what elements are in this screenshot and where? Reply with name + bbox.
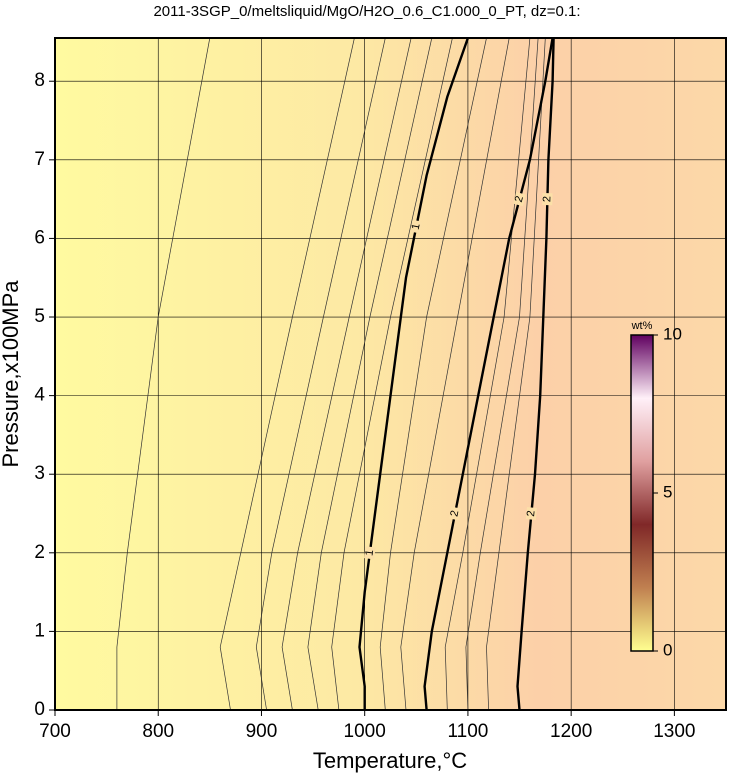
contour-line xyxy=(423,37,554,711)
contour-label-bg xyxy=(513,192,526,207)
contour-label: 1 xyxy=(363,549,376,557)
x-tick-label: 700 xyxy=(39,721,71,742)
thin-contour xyxy=(219,37,355,711)
x-axis-label: Temperature,°C xyxy=(313,748,467,773)
contour-label-bg xyxy=(525,507,537,520)
y-tick-label: 7 xyxy=(34,149,45,170)
y-tick-label: 2 xyxy=(34,542,45,563)
contour-label-bg xyxy=(364,546,376,560)
contour-line xyxy=(516,37,555,711)
thin-contour xyxy=(400,37,510,711)
y-tick-label: 5 xyxy=(34,306,45,327)
colorbar-tick-label: 10 xyxy=(663,324,682,343)
thin-contour xyxy=(307,37,433,711)
contour-label-bg xyxy=(410,219,423,234)
y-tick-label: 0 xyxy=(34,699,45,720)
y-tick-label: 8 xyxy=(34,70,45,91)
y-tick-label: 6 xyxy=(34,227,45,248)
contour-label-bg xyxy=(542,192,553,206)
y-tick-label: 4 xyxy=(34,385,45,406)
plot-frame xyxy=(54,37,727,711)
plot-background xyxy=(55,38,726,710)
thin-contour xyxy=(255,37,386,711)
x-tick-label: 800 xyxy=(142,721,174,742)
x-tick-label: 1300 xyxy=(653,721,695,742)
contour-line xyxy=(358,37,470,710)
thin-contour xyxy=(116,37,211,710)
x-tick-label: 1000 xyxy=(344,721,386,742)
y-tick-label: 3 xyxy=(34,463,45,484)
thin-contour xyxy=(465,37,539,711)
colorbar xyxy=(630,334,654,652)
colorbar-label: wt% xyxy=(631,320,653,332)
contour-label: 2 xyxy=(525,510,538,517)
contour-label: 2 xyxy=(448,509,461,517)
contour-label: 2 xyxy=(541,196,553,202)
thin-contour xyxy=(281,37,412,711)
x-tick-label: 900 xyxy=(246,721,278,742)
thin-contour xyxy=(379,37,487,711)
contour-label: 2 xyxy=(513,195,526,204)
x-tick-label: 1200 xyxy=(550,721,592,742)
y-tick-label: 1 xyxy=(34,620,45,641)
y-axis-label: Pressure,x100MPa xyxy=(0,280,23,468)
thin-contour xyxy=(486,37,546,711)
x-tick-label: 1100 xyxy=(447,721,488,742)
colorbar-tick-label: 0 xyxy=(663,640,672,659)
chart-title: 2011-3SGP_0/meltsliquid/MgO/H2O_0.6_C1.0… xyxy=(153,3,580,20)
colorbar-tick-label: 5 xyxy=(663,482,672,501)
contour-label-bg xyxy=(448,506,462,521)
contour-label: 1 xyxy=(410,222,423,230)
thin-contour xyxy=(331,37,453,711)
